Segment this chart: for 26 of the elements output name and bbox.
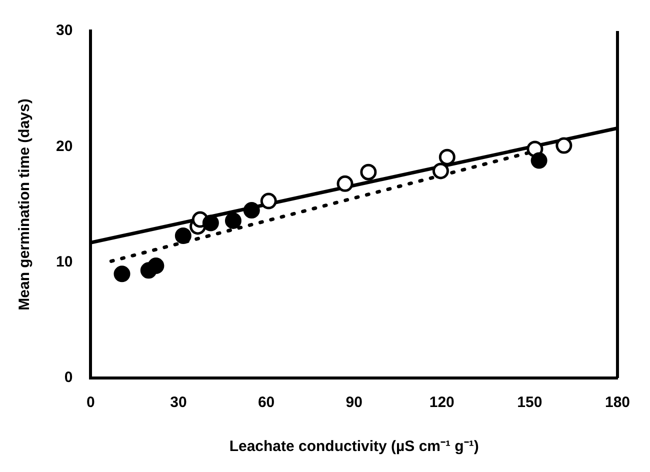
point [148, 258, 164, 274]
x-tick-label: 60 [258, 394, 275, 412]
x-tick-label: 90 [346, 394, 362, 412]
point [360, 164, 377, 180]
y-tick-label: 0 [64, 369, 73, 386]
y-tick-label: 10 [56, 253, 73, 270]
point [336, 175, 354, 192]
x-axis-title: Leachate conductivity (µS cm⁻¹ g⁻¹) [229, 438, 479, 456]
point [174, 227, 192, 244]
y-axis-title: Mean germination time (days) [16, 98, 34, 310]
y-tick-label: 20 [56, 138, 73, 155]
point [243, 202, 260, 219]
point [202, 214, 219, 232]
point [438, 148, 456, 166]
x-tick-label: 0 [86, 394, 95, 412]
x-tick-label: 30 [170, 394, 187, 412]
y-tick-label: 30 [56, 22, 73, 40]
point [556, 137, 572, 154]
x-tick-label: 150 [517, 394, 542, 412]
x-tick-label: 180 [604, 394, 630, 412]
point [530, 152, 548, 169]
x-tick-label: 120 [429, 394, 454, 412]
point [260, 192, 277, 210]
point [432, 162, 449, 180]
point [224, 212, 242, 229]
point [114, 266, 130, 282]
